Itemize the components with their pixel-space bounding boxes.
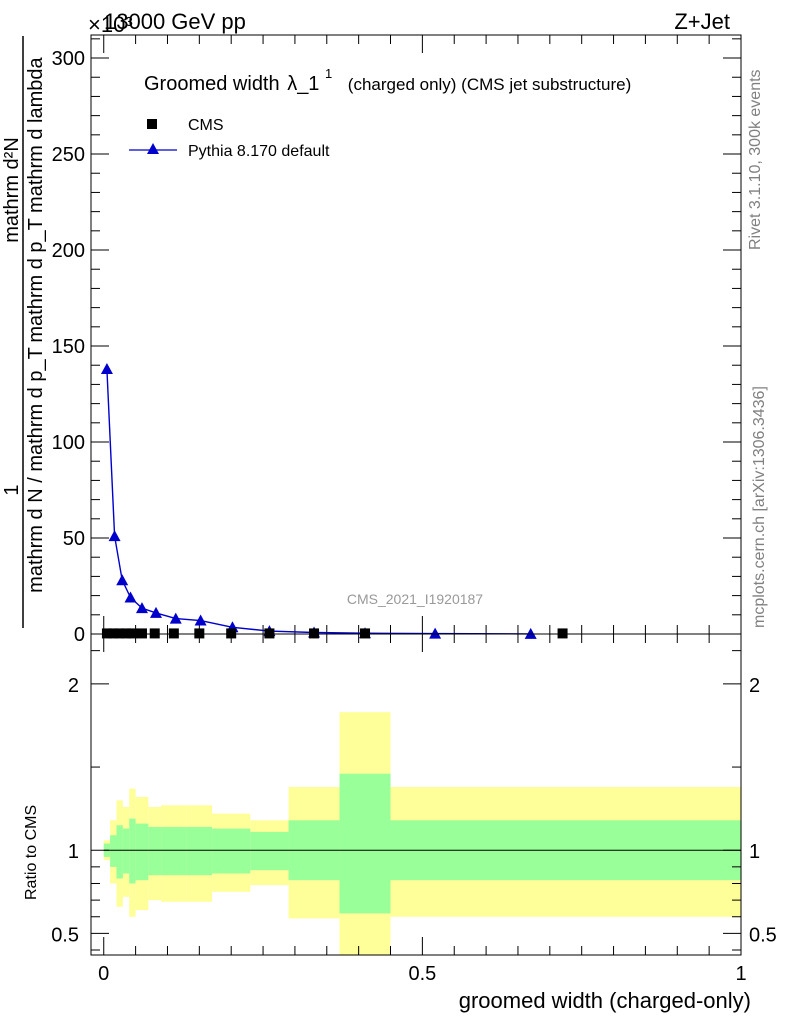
pythia-point <box>150 606 162 618</box>
main-ytick-label: 50 <box>63 528 85 550</box>
legend: CMS Pythia 8.170 default <box>129 117 330 160</box>
plot-title: Groomed width λ_1 1 (charged only) (CMS … <box>144 61 631 95</box>
pythia-point <box>429 627 442 639</box>
ratio-band-inner <box>122 828 130 874</box>
cms-point <box>557 628 568 639</box>
header-exponent: ×10³ <box>88 12 133 37</box>
legend-cms-marker <box>147 119 157 129</box>
cms-point <box>121 628 132 639</box>
plot-title-main: Groomed width <box>144 73 280 95</box>
ratio-band-inner <box>250 831 289 871</box>
ratio-ytick-label: 0.5 <box>51 924 79 946</box>
plot-title-symbol: λ_1 <box>287 73 319 95</box>
ratio-band-inner <box>212 828 251 874</box>
plot-title-rest: (charged only) (CMS jet substructure) <box>348 75 631 94</box>
pythia-point <box>194 614 207 626</box>
ratio-band-inner <box>116 825 123 879</box>
plot-title-sup: 1 <box>325 66 332 81</box>
pythia-point <box>100 363 113 375</box>
ratio-plot-frame <box>90 633 742 956</box>
main-ytick-label: 300 <box>52 48 85 70</box>
y-label-numerator: mathrm d²N <box>1 137 23 243</box>
watermark: CMS_2021_I1920187 <box>347 591 483 607</box>
main-ytick-label: 100 <box>52 432 85 454</box>
legend-pythia-marker <box>147 143 159 154</box>
ratio-ytick-label-right: 1 <box>749 841 760 863</box>
ratio-band-inner <box>129 818 136 884</box>
pythia-point <box>116 574 129 586</box>
cms-point <box>108 628 119 639</box>
ratio-band-inner <box>161 826 187 876</box>
site-label: mcplots.cern.ch [arXiv:1306.3436] <box>751 386 768 628</box>
cms-point <box>114 628 125 639</box>
cms-point <box>194 628 205 639</box>
cms-point <box>226 628 237 639</box>
y-label-denominator: mathrm d p_T mathrm d lambda <box>25 56 47 342</box>
y-label-one: 1 <box>1 484 23 495</box>
ratio-ytick-label-right: 2 <box>749 675 760 697</box>
header-left: 13000 GeV pp <box>104 9 246 34</box>
cms-point <box>168 628 179 639</box>
main-y-label: 1 mathrm d N / mathrm d p_T mathrm d²N m… <box>1 36 47 628</box>
ratio-ytick-label: 1 <box>68 841 79 863</box>
x-axis-label: groomed width (charged-only) <box>459 988 751 1013</box>
cms-point <box>136 628 147 639</box>
main-ytick-label: 150 <box>52 336 85 358</box>
ratio-ytick-label-right: 0.5 <box>749 924 777 946</box>
cms-point <box>264 628 275 639</box>
ratio-ytick-label: 2 <box>68 675 79 697</box>
ratio-xtick-label: 0.5 <box>408 963 436 985</box>
cms-point <box>360 628 371 639</box>
ratio-band-inner <box>135 823 149 881</box>
pythia-point <box>108 530 121 542</box>
cms-point <box>101 628 112 639</box>
ratio-band-inner <box>148 826 162 876</box>
ratio-band-inner <box>339 773 391 914</box>
pythia-point <box>524 627 537 639</box>
ratio-xtick-label: 0 <box>98 963 109 985</box>
header-right: Z+Jet <box>674 9 730 34</box>
cms-point <box>149 628 160 639</box>
pythia-point <box>124 591 137 603</box>
rivet-label: Rivet 3.1.10, 300k events <box>747 69 764 250</box>
cms-point <box>127 628 138 639</box>
legend-cms-label: CMS <box>188 117 224 134</box>
pythia-point <box>135 602 148 614</box>
main-plot: 0 50 100 150 200 250 300 Groomed width λ_1 1 (… <box>52 34 742 646</box>
ratio-band-inner <box>186 826 213 876</box>
main-ytick-label: 200 <box>52 240 85 262</box>
ratio-y-label: Ratio to CMS <box>23 805 40 900</box>
legend-pythia-label: Pythia 8.170 default <box>188 143 330 160</box>
y-label-dndpt: mathrm d N / mathrm d p_T <box>25 347 47 593</box>
pythia-point <box>169 612 182 624</box>
main-ytick-label: 0 <box>74 624 85 646</box>
ratio-plot: 0.5 0.51 12 2 0 0.5 1 <box>51 633 777 985</box>
ratio-xtick-label: 1 <box>735 963 746 985</box>
cms-point <box>309 628 320 639</box>
main-ytick-label: 250 <box>52 144 85 166</box>
ratio-band-inner <box>110 835 117 867</box>
